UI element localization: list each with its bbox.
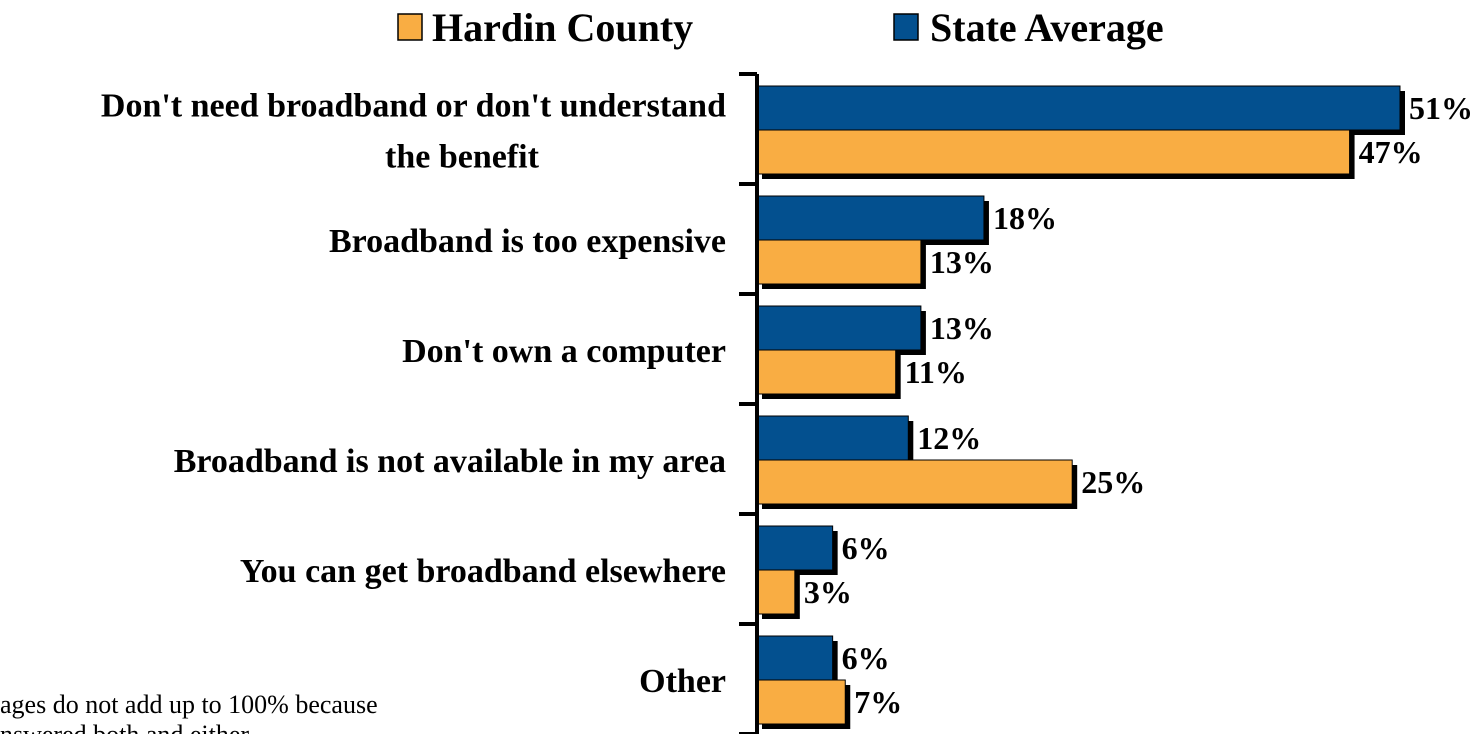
footnote-line-1: ages do not add up to 100% because	[0, 690, 378, 719]
data-label: 51%	[1409, 90, 1473, 126]
category-label: Broadband is too expensive	[329, 223, 726, 260]
legend-label: Hardin County	[432, 5, 693, 50]
bar	[756, 349, 897, 395]
bar	[756, 195, 985, 241]
data-label: 3%	[804, 574, 852, 610]
footnote: ages do not add up to 100% because nswer…	[0, 690, 378, 734]
bar	[756, 129, 1351, 175]
bar	[756, 635, 834, 681]
category-label: the benefit	[385, 139, 540, 176]
legend-swatch	[397, 13, 423, 41]
category-label: You can get broadband elsewhere	[240, 553, 726, 590]
bars: 51% 47% 18% 13% 13% 11% 12% 25% 6% 3% 6% 7%	[756, 85, 1473, 729]
category-label: Don't own a computer	[402, 333, 726, 370]
legend-swatch	[893, 13, 919, 41]
data-label: 25%	[1081, 464, 1145, 500]
data-label: 12%	[917, 420, 981, 456]
data-label: 6%	[842, 530, 890, 566]
footnote-line-2: nswered both and either	[0, 720, 249, 734]
legend-label: State Average	[930, 5, 1164, 50]
bar	[756, 415, 909, 461]
bar	[756, 305, 922, 351]
bar	[756, 459, 1073, 505]
legend: Hardin County State Average	[397, 5, 1164, 50]
bar	[756, 525, 834, 571]
category-label: Broadband is not available in my area	[174, 443, 726, 480]
data-label: 13%	[930, 310, 994, 346]
data-label: 11%	[905, 354, 967, 390]
bar	[756, 85, 1401, 131]
data-label: 6%	[842, 640, 890, 676]
data-label: 7%	[854, 684, 902, 720]
category-labels: Don't need broadband or don't understand…	[101, 88, 726, 701]
data-label: 13%	[930, 244, 994, 280]
category-label: Other	[639, 663, 726, 700]
data-label: 18%	[993, 200, 1057, 236]
data-label: 47%	[1359, 134, 1423, 170]
bar	[756, 679, 846, 725]
bar	[756, 239, 922, 285]
bar	[756, 569, 796, 615]
category-label: Don't need broadband or don't understand	[101, 88, 726, 125]
y-axis	[739, 72, 759, 734]
